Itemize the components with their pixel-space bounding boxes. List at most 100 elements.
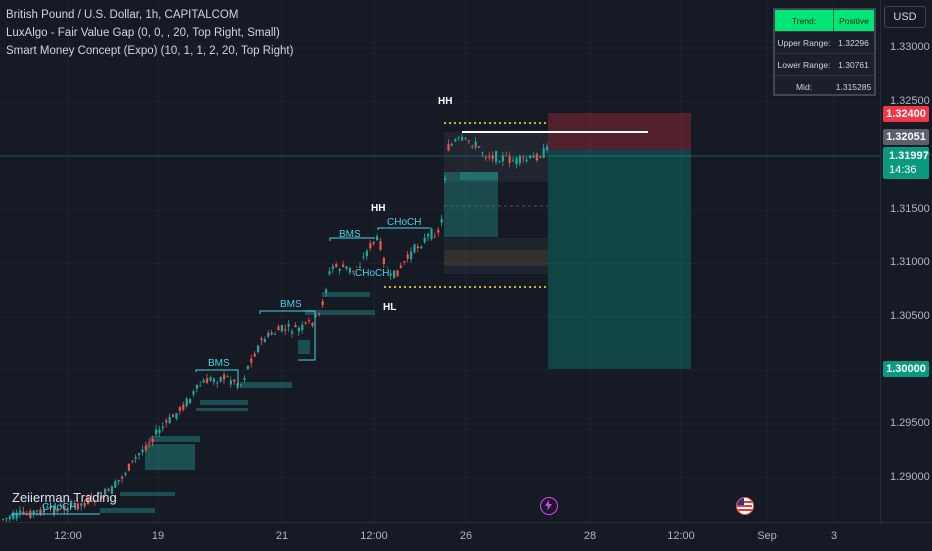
fvg-block [460, 172, 498, 180]
fvg-blocks [100, 172, 498, 513]
candle-body [246, 365, 249, 370]
time-tick: 12:00 [54, 530, 82, 542]
mid-value: 1.315285 [835, 81, 872, 92]
candle-body [522, 157, 525, 159]
fvg-block [100, 508, 155, 513]
candle-body [189, 398, 192, 404]
candle-body [39, 509, 42, 515]
candle-body [219, 376, 222, 382]
candle-body [413, 244, 416, 253]
choch-line [377, 227, 430, 230]
bms-line [329, 237, 375, 241]
candle-body [2, 519, 5, 521]
last-price-tag: 1.31997 14:36 [883, 147, 929, 179]
candle-body [535, 154, 538, 161]
candle-body [165, 420, 168, 423]
us-flag-event-icon[interactable] [736, 497, 754, 515]
candle-body [233, 379, 236, 382]
bms-label: BMS [280, 299, 302, 310]
fvg-zone [444, 172, 498, 237]
candle-body [274, 333, 277, 335]
symbol-title[interactable]: British Pound / U.S. Dollar, 1h, CAPITAL… [6, 9, 239, 21]
bms-label: BMS [208, 358, 230, 369]
time-tick: Sep [757, 530, 777, 542]
candle-body [389, 273, 392, 276]
candle-body [56, 508, 59, 512]
price-tick: 1.32500 [890, 95, 930, 107]
candle-body [121, 476, 124, 479]
currency-button[interactable]: USD [884, 6, 926, 28]
candle-body [488, 156, 491, 158]
candle-body [185, 398, 188, 407]
candle-body [396, 270, 399, 277]
fvg-block [196, 408, 248, 411]
upper-range-label: Upper Range: [777, 37, 831, 48]
hl-label: HL [383, 302, 397, 313]
fvg-block [298, 340, 310, 354]
candle-body [440, 218, 443, 223]
candle-body [416, 246, 419, 249]
fvg-block [322, 292, 370, 297]
candle-body [226, 376, 229, 378]
candles [2, 133, 549, 522]
candle-body [308, 320, 311, 322]
candle-body [36, 510, 39, 512]
bms-label: BMS [339, 229, 361, 240]
price-tick: 1.29000 [890, 471, 930, 483]
entry-price-tag: 1.32051 [883, 129, 929, 145]
candle-body [525, 159, 528, 162]
candle-body [376, 236, 379, 241]
candle-body [454, 139, 457, 142]
time-tick: 3 [830, 530, 838, 542]
candle-body [110, 486, 113, 494]
time-axis[interactable] [0, 522, 932, 551]
indicator-fvg[interactable]: LuxAlgo - Fair Value Gap (0, 0, , 20, To… [6, 27, 280, 39]
candle-body [529, 155, 532, 159]
candle-body [287, 324, 290, 327]
candle-body [318, 313, 321, 315]
chart-area[interactable]: British Pound / U.S. Dollar, 1h, CAPITAL… [0, 0, 880, 522]
candle-body [314, 315, 317, 317]
candle-body [280, 324, 283, 332]
candle-body [83, 503, 86, 507]
candle-body [369, 243, 372, 249]
candle-body [73, 503, 76, 505]
candle-body [192, 391, 195, 395]
candle-body [532, 155, 535, 158]
candle-body [63, 505, 66, 510]
candle-body [481, 152, 484, 154]
candle-body [546, 146, 549, 151]
candle-body [155, 429, 158, 435]
candle-body [498, 161, 501, 163]
price-chart[interactable] [0, 0, 880, 522]
fvg-block [200, 400, 248, 405]
candle-body [22, 511, 25, 514]
indicator-smc[interactable]: Smart Money Concept (Expo) (10, 1, 1, 2,… [6, 45, 294, 57]
candle-body [144, 446, 147, 451]
candle-body [66, 509, 69, 512]
candle-body [304, 322, 307, 324]
lightning-event-icon[interactable] [540, 497, 558, 515]
candle-body [97, 491, 100, 495]
candle-body [12, 512, 15, 520]
choch-label: CHoCH [355, 268, 390, 279]
candle-body [168, 416, 171, 423]
price-tick: 1.29500 [890, 417, 930, 429]
time-tick: 19 [151, 530, 165, 542]
candle-body [243, 377, 246, 380]
fvg-block [120, 492, 175, 496]
candle-body [216, 382, 219, 384]
candle-body [124, 472, 127, 475]
candle-body [117, 479, 120, 482]
price-tick: 1.30500 [890, 310, 930, 322]
candle-body [257, 345, 260, 353]
candle-body [321, 301, 324, 306]
candle-body [15, 512, 18, 519]
price-axis[interactable] [880, 0, 932, 522]
time-tick: 12:00 [360, 530, 388, 542]
candle-body [93, 500, 96, 502]
trend-label: Trend: [775, 10, 834, 31]
candle-body [352, 270, 355, 272]
candle-body [49, 505, 52, 509]
candle-body [457, 137, 460, 139]
